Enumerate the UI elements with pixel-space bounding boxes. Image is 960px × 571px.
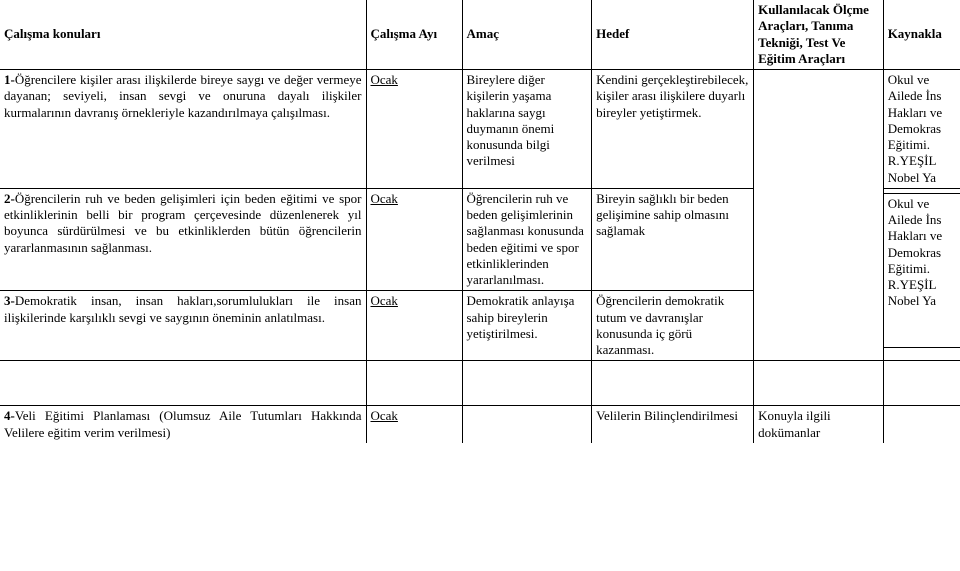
spacer-cell <box>883 361 960 406</box>
table-row: 1-Öğrencilere kişiler arası ilişkilerde … <box>0 70 960 189</box>
cell-month: Ocak <box>366 188 462 291</box>
col-month: Çalışma Ayı <box>366 0 462 70</box>
cell-target: Velilerin Bilinçlendirilmesi <box>592 406 754 443</box>
topic-text: Demokratik insan, insan hakları,sorumlul… <box>4 293 362 324</box>
cell-topic: 2-Öğrencilerin ruh ve beden gelişimleri … <box>0 188 366 291</box>
col-purpose: Amaç <box>462 0 592 70</box>
cell-target: Öğrencilerin demokratik tutum ve davranı… <box>592 291 754 361</box>
spacer-cell <box>592 361 754 406</box>
col-tools: Kullanılacak Ölçme Araçları, Tanıma Tekn… <box>754 0 884 70</box>
topic-text: Veli Eğitimi Planlaması (Olumsuz Aile Tu… <box>4 408 362 439</box>
cell-target: Bireyin sağlıklı bir beden gelişimine sa… <box>592 188 754 291</box>
table-header-row: Çalışma konuları Çalışma Ayı Amaç Hedef … <box>0 0 960 70</box>
row-number: 1- <box>4 72 15 87</box>
topic-text: Öğrencilerin ruh ve beden gelişimleri iç… <box>4 191 362 255</box>
cell-purpose <box>462 406 592 443</box>
cell-target: Kendini gerçekleştirebilecek, kişiler ar… <box>592 70 754 189</box>
cell-month: Ocak <box>366 406 462 443</box>
cell-purpose: Bireylere diğer kişilerin yaşama hakları… <box>462 70 592 189</box>
plan-table: Çalışma konuları Çalışma Ayı Amaç Hedef … <box>0 0 960 443</box>
cell-month: Ocak <box>366 291 462 361</box>
col-topic: Çalışma konuları <box>0 0 366 70</box>
cell-topic: 3-Demokratik insan, insan hakları,soruml… <box>0 291 366 361</box>
spacer-cell <box>0 361 366 406</box>
cell-sources-empty <box>883 347 960 360</box>
col-target: Hedef <box>592 0 754 70</box>
cell-month: Ocak <box>366 70 462 189</box>
row-number: 4- <box>4 408 15 423</box>
cell-tools: Konuyla ilgili dokümanlar <box>754 406 884 443</box>
cell-sources <box>883 406 960 443</box>
table-spacer <box>0 361 960 406</box>
col-sources: Kaynakla <box>883 0 960 70</box>
cell-topic: 4-Veli Eğitimi Planlaması (Olumsuz Aile … <box>0 406 366 443</box>
cell-tools <box>754 70 884 361</box>
topic-text: Öğrencilere kişiler arası ilişkilerde bi… <box>4 72 362 120</box>
spacer-cell <box>366 361 462 406</box>
table-row: 4-Veli Eğitimi Planlaması (Olumsuz Aile … <box>0 406 960 443</box>
cell-purpose: Öğrencilerin ruh ve beden gelişimlerinin… <box>462 188 592 291</box>
cell-sources: Okul ve Ailede İns Hakları ve Demokras E… <box>883 70 960 189</box>
spacer-cell <box>462 361 592 406</box>
spacer-cell <box>754 361 884 406</box>
row-number: 3- <box>4 293 15 308</box>
cell-sources: Okul ve Ailede İns Hakları ve Demokras E… <box>883 193 960 347</box>
cell-purpose: Demokratik anlayışa sahip bireylerin yet… <box>462 291 592 361</box>
row-number: 2- <box>4 191 15 206</box>
cell-topic: 1-Öğrencilere kişiler arası ilişkilerde … <box>0 70 366 189</box>
